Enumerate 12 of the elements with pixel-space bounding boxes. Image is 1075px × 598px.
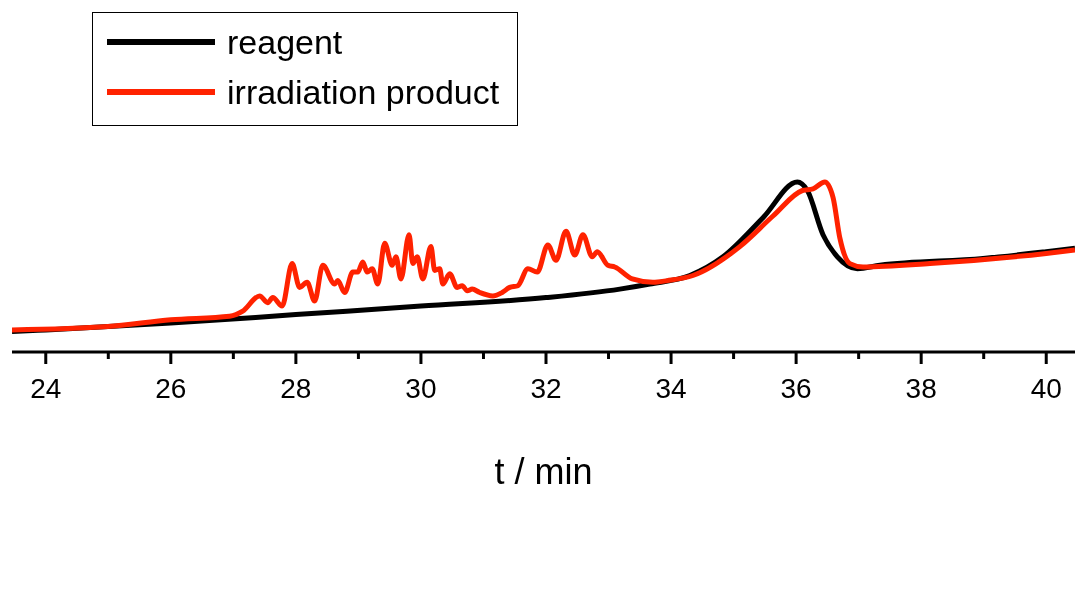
x-tick-label: 24	[30, 373, 62, 404]
x-tick-label: 30	[405, 373, 437, 404]
x-tick-label: 36	[780, 373, 812, 404]
x-tick-label: 28	[280, 373, 312, 404]
x-tick-label: 40	[1030, 373, 1062, 404]
x-tick-label: 26	[155, 373, 187, 404]
legend-label: reagent	[227, 22, 343, 63]
x-axis-title: t / min	[494, 451, 593, 492]
x-tick-label: 34	[655, 373, 687, 404]
legend-label: irradiation product	[227, 72, 500, 113]
x-tick-label: 32	[530, 373, 562, 404]
x-tick-label: 38	[905, 373, 937, 404]
